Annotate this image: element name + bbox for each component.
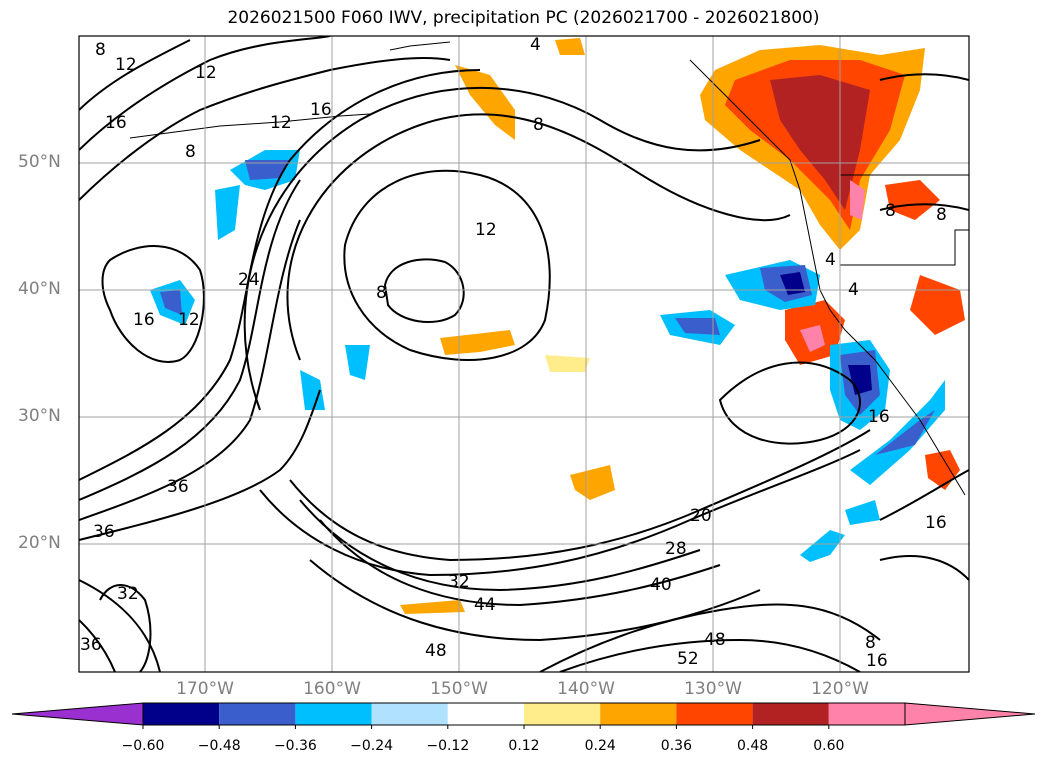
contour-label: 36 bbox=[80, 635, 102, 655]
colorbar-tick-label: −0.12 bbox=[426, 738, 470, 754]
contour-label: 8 bbox=[533, 115, 544, 135]
lon-tick-140w: 140°W bbox=[557, 679, 615, 699]
contour-label: 32 bbox=[448, 572, 470, 592]
contour-label: 12 bbox=[115, 55, 137, 75]
contour-label: 16 bbox=[866, 651, 888, 671]
colorbar-bin bbox=[752, 703, 829, 725]
contour-label: 52 bbox=[677, 649, 699, 669]
colorbar-tick-label: −0.24 bbox=[350, 738, 394, 754]
colorbar-bin bbox=[676, 703, 753, 725]
contour-label: 8 bbox=[936, 205, 947, 225]
lat-tick-40n: 40°N bbox=[18, 279, 61, 299]
colorbar-max-arrow bbox=[904, 702, 1036, 726]
contour-label: 16 bbox=[105, 113, 127, 133]
colorbar-bin bbox=[524, 703, 601, 725]
colorbar-bin bbox=[219, 703, 296, 725]
contour-label: 36 bbox=[167, 477, 189, 497]
contour-label: 8 bbox=[185, 142, 196, 162]
iwv-contours bbox=[79, 36, 969, 672]
lon-tick-170w: 170°W bbox=[176, 679, 234, 699]
contour-labels: 8 12 12 16 12 16 8 8 8 12 24 16 12 36 36… bbox=[80, 35, 947, 671]
contour-label: 8 bbox=[885, 201, 896, 221]
colorbar-min-arrow bbox=[11, 702, 144, 726]
graticule bbox=[79, 36, 969, 672]
contour-label: 4 bbox=[848, 280, 859, 300]
contour-label: 8 bbox=[95, 40, 106, 60]
lon-tick-130w: 130°W bbox=[684, 679, 742, 699]
contour-label: 48 bbox=[425, 641, 447, 661]
colorbar-bin bbox=[447, 703, 524, 725]
map-border bbox=[78, 35, 970, 673]
contour-label: 40 bbox=[650, 575, 672, 595]
contour-label: 24 bbox=[238, 270, 260, 290]
precip-negative-shading bbox=[150, 150, 945, 562]
colorbar-tick-label: 0.60 bbox=[813, 738, 845, 754]
colorbar-tick-label: 0.24 bbox=[584, 738, 616, 754]
contour-label: 12 bbox=[270, 113, 292, 133]
colorbar-tick-label: 0.36 bbox=[660, 738, 692, 754]
contour-label: 12 bbox=[195, 63, 217, 83]
colorbar-bin bbox=[295, 703, 372, 725]
contour-label: 8 bbox=[865, 633, 876, 653]
lat-tick-30n: 30°N bbox=[18, 406, 61, 426]
map-title: 2026021500 F060 IWV, precipitation PC (2… bbox=[227, 8, 820, 28]
lon-tick-120w: 120°W bbox=[811, 679, 869, 699]
contour-label: 36 bbox=[93, 522, 115, 542]
colorbar-tick-label: −0.48 bbox=[197, 738, 241, 754]
contour-label: 8 bbox=[376, 283, 387, 303]
colorbar-tick-label: −0.36 bbox=[273, 738, 317, 754]
lat-tick-50n: 50°N bbox=[18, 152, 61, 172]
contour-label: 32 bbox=[117, 584, 139, 604]
colorbar-bin bbox=[600, 703, 677, 725]
contour-label: 16 bbox=[133, 310, 155, 330]
contour-label: 4 bbox=[530, 35, 541, 55]
contour-label: 48 bbox=[704, 630, 726, 650]
colorbar-bin bbox=[143, 703, 220, 725]
colorbar-bin bbox=[371, 703, 448, 725]
lon-tick-150w: 150°W bbox=[430, 679, 488, 699]
contour-label: 16 bbox=[310, 100, 332, 120]
colorbar-bin bbox=[828, 703, 905, 725]
contour-label: 12 bbox=[178, 310, 200, 330]
contour-label: 16 bbox=[925, 513, 947, 533]
contour-label: 16 bbox=[868, 407, 890, 427]
contour-label: 20 bbox=[690, 506, 712, 526]
colorbar-tick-label: 0.12 bbox=[508, 738, 540, 754]
contour-label: 12 bbox=[475, 220, 497, 240]
colorbar-tick-label: −0.60 bbox=[121, 738, 165, 754]
lon-tick-160w: 160°W bbox=[303, 679, 361, 699]
lat-tick-20n: 20°N bbox=[18, 533, 61, 553]
colorbar bbox=[11, 702, 1036, 729]
colorbar-tick-label: 0.48 bbox=[737, 738, 769, 754]
contour-label: 4 bbox=[825, 250, 836, 270]
contour-label: 44 bbox=[474, 595, 496, 615]
contour-label: 28 bbox=[665, 539, 687, 559]
